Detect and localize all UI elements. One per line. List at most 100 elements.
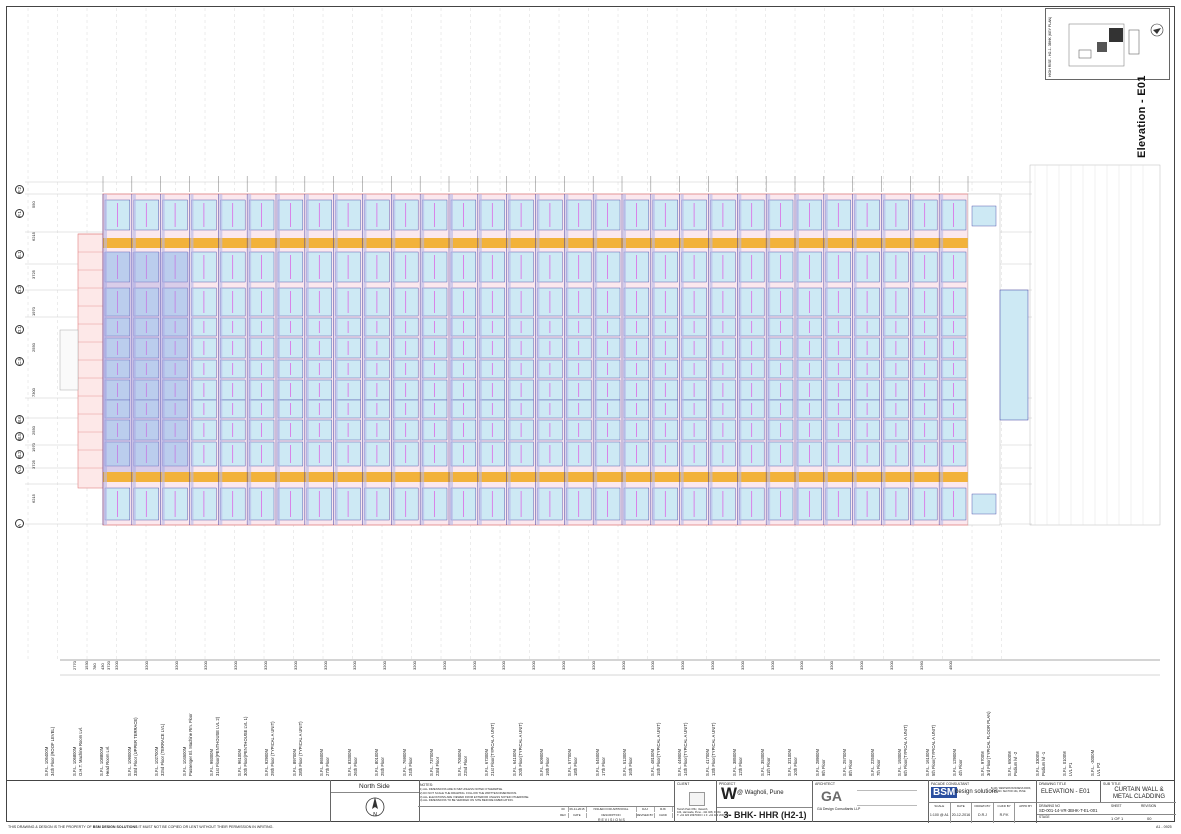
level-name: 15th Floor(TYPICAL A UNIT) [655,722,661,776]
level-elevation: S.F.L. 44900M [677,748,683,776]
spandrel-strip [940,194,944,525]
sheet-size: A1 - 0925 [1156,825,1172,829]
level-elevation: S.F.L. -3000M [1090,749,1095,776]
level-elevation: S.F.L. 38500M [732,748,738,776]
dimension-value: 3200 [263,661,268,670]
level-name: 4th Floor [958,759,964,776]
level-elevation: S.F.L. 70500M [456,748,462,776]
dimension-value: 780 [92,663,97,670]
drawing-no-box: DRAWING NO SD-001-14-VR-3BHK-T-EL-001 ST… [1036,802,1176,823]
core-panel [971,205,997,227]
spandrel-strip [363,194,367,525]
dimension-value: 3720 [106,661,111,670]
level-name: 29th Floor (TYPICAL A UNIT) [270,721,276,776]
level-name: 31st Floor(PENTHOUSE LVL 2) [215,716,221,776]
revision-header: CHKD [654,813,673,818]
level-name: 19th Floor [545,757,551,776]
meta-cell: APPD BY [1015,803,1037,823]
spandrel-strip [248,194,252,525]
level-name: 23rd Floor [435,756,441,776]
dimension-value: 3200 [799,661,805,670]
spandrel-strip [334,194,338,525]
footer-owner: BSM DESIGN SOLUTIONS [92,825,138,829]
revision-header: REVISED BY [636,813,655,818]
dimension-value: 3200 [292,661,298,670]
grid-label: E.1 [17,251,22,258]
spandrel-strip [796,194,799,525]
grid-bubble [15,432,24,441]
level-name: 27th Floor [325,757,331,776]
level-name: LVL P1 [1068,762,1074,776]
footer-ownership: THIS DRAWING & DESIGN IS THE PROPERTY OF [8,825,92,829]
dimension-value: 3260 [918,661,924,670]
meta-row: SCALE 1:100 @ A1 DATE 20-12-2016 DRAWN BY D.R… [928,802,1037,823]
drawing-no: SD-001-14-VR-3BHK-T-EL-001 [1039,808,1098,813]
client-label: CLIENT [677,782,690,786]
level-elevation: S.F.L. 99300M [209,748,215,776]
revision-cell: 00 [558,807,569,812]
level-elevation: S.F.L. 19300M [897,748,903,776]
dimension-value: 3200 [650,661,656,670]
spandrel-strip [219,194,223,525]
dimension-value: 3200 [590,661,596,670]
spandrel-strip [623,194,626,525]
level-name: 22nd Floor [462,755,468,776]
dimension-value: 3200 [203,661,209,670]
level-name: LVL P2 [1096,762,1101,776]
key-plan: HIGH RISE - H2-1- 3BHK (KEY PLAN) [1045,8,1170,80]
note-line: 1) ALL DIMENSIONS ARE IN MM UNLESS NOTED… [420,787,503,791]
spandrel-strip [190,194,194,525]
client-box: CLIENT Tanish Park Offic, Vasanth, 104, H… [674,780,731,822]
north-arrow-icon: N [365,797,385,818]
dark-bay [131,252,161,472]
facade-name: design solutions [955,789,999,795]
level-name: 25th Floor [380,757,386,776]
grid-bubble [15,465,24,474]
grid-bubble [15,415,24,424]
footer-note: THIS DRAWING & DESIGN IS THE PROPERTY OF… [8,825,273,829]
level-name: 12th Floor [738,757,744,776]
level-name: 34th Floor (ROOF LEVEL) [50,726,55,776]
level-name: Podium lvl -2 [1013,751,1019,776]
meta-caption: APPD BY [1019,804,1033,808]
level-elevation: S.F.L. 16100M [924,748,930,776]
level-name: 18th Floor [573,757,578,776]
revision-header: REV [558,813,569,818]
notes-box: NOTES: 1) ALL DIMENSIONS ARE IN MM UNLES… [418,780,558,806]
level-elevation: S.F.L. 104500M [181,746,187,776]
grid-label: F.1 [17,210,22,217]
notes-title: NOTES: [420,783,434,787]
grid-dimension: 2550 [31,425,36,435]
level-name: 7th Floor [875,759,881,776]
spandrel-strip [277,194,280,525]
dimension-value: 3200 [531,661,537,670]
facade-label: FACADE CONSULTANT [931,782,970,786]
meta-value: 20-12-2016 [951,813,971,817]
grid-bubble [15,250,24,259]
level-name: 30th Floor(PENTHOUSE LVL 1) [242,716,248,776]
dimension-value: 3200 [739,661,745,670]
grid-bubble [15,185,24,194]
spandrel-strip [536,194,540,525]
level-elevation: S.F.L. 86500M [319,748,325,776]
dimension-value: 3200 [471,661,477,670]
level-elevation: S.F.L. 96100M [236,748,242,776]
meta-cell: CHKD BY R.P.K [994,803,1016,823]
grid-dimension: 3725 [31,459,36,469]
core-glass [999,289,1029,421]
spandrel-strip [882,194,886,525]
level-name: Head Room Lvl. [105,745,111,776]
sub-title: CURTAIN WALL & METAL CLADDING [1112,787,1165,800]
dimension-value: 3200 [710,661,715,670]
level-name: 20th Floor(TYPICAL A UNIT) [517,722,523,776]
level-elevation: S.F.L. 57700M [567,748,572,776]
spandrel-strip [104,194,107,525]
spandrel-strip [132,194,136,525]
level-name: 3rd Floor(TYPICAL FLOOR PLAN) [985,711,991,776]
meta-caption: DRAWN BY [974,804,991,808]
level-name: 10th Floor [793,757,799,776]
level-name: 21st Floor(TYPICAL A UNIT) [490,722,496,776]
dimension-value: 3200 [114,661,119,670]
client-logo [689,792,705,806]
